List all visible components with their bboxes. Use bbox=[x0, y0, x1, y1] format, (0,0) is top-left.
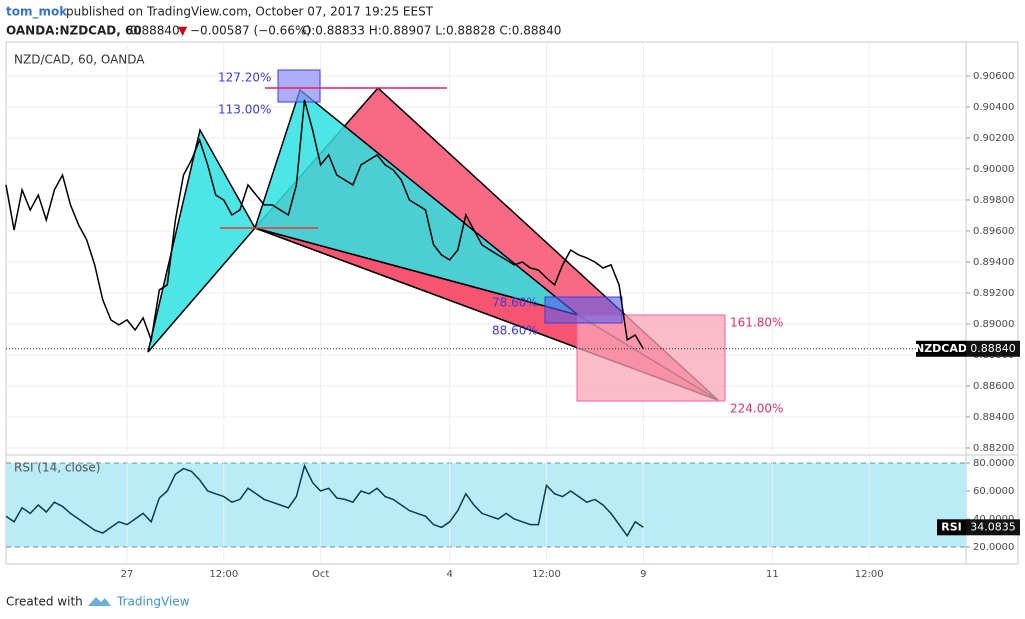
fib-label: 161.80% bbox=[730, 316, 783, 330]
fib-box bbox=[544, 296, 623, 324]
fib-label: 88.60% bbox=[492, 324, 538, 338]
last-price: 0.88840 bbox=[130, 24, 180, 38]
cyan-triangle bbox=[254, 88, 579, 316]
pane-title: NZD/CAD, 60, OANDA bbox=[14, 53, 145, 67]
name-tag bbox=[916, 340, 966, 357]
y-tick-label: 0.89000 bbox=[973, 319, 1014, 330]
fib-label: 78.60% bbox=[492, 296, 538, 310]
y-tick-label: 60.0000 bbox=[973, 486, 1014, 497]
x-tick-label: 27 bbox=[121, 569, 134, 580]
ohlc: O:0.88833 H:0.88907 L:0.88828 C:0.88840 bbox=[302, 24, 561, 38]
fib-label: 224.00% bbox=[730, 402, 783, 416]
x-tick-label: 11 bbox=[766, 569, 779, 580]
y-tick-label: 0.89400 bbox=[973, 257, 1014, 268]
fib-label: 113.00% bbox=[218, 103, 271, 117]
price-line bbox=[5, 99, 644, 350]
y-tick-label: 0.90200 bbox=[973, 133, 1014, 144]
change-arrow: ▼ bbox=[178, 24, 188, 38]
name-tag-label: NZDCAD bbox=[915, 342, 967, 355]
y-tick-label: 0.90000 bbox=[973, 164, 1014, 175]
fib-box bbox=[277, 69, 321, 103]
y-tick-label: 0.90600 bbox=[973, 71, 1014, 82]
pane-title: RSI (14, close) bbox=[14, 461, 100, 475]
x-tick-label: 12:00 bbox=[855, 569, 884, 580]
published: published on TradingView.com, October 07… bbox=[66, 5, 434, 19]
author[interactable]: tom_mok bbox=[6, 5, 68, 20]
value-tag bbox=[966, 519, 1020, 536]
y-tick-label: 20.0000 bbox=[973, 542, 1014, 553]
brand-logo bbox=[88, 597, 111, 606]
plot: 0.882000.884000.886000.888000.890000.892… bbox=[5, 71, 1020, 580]
y-tick-label: 0.88600 bbox=[973, 381, 1014, 392]
x-tick-label: 12:00 bbox=[209, 569, 238, 580]
harmonic-drawings bbox=[147, 69, 726, 402]
rsi-band bbox=[6, 463, 966, 548]
y-tick-label: 0.89800 bbox=[973, 195, 1014, 206]
x-tick-label: Oct bbox=[312, 569, 329, 580]
y-tick-label: 0.89200 bbox=[973, 288, 1014, 299]
name-tag bbox=[937, 519, 966, 536]
x-tick-label: 9 bbox=[640, 569, 646, 580]
value-tag bbox=[966, 340, 1020, 357]
y-tick-label: 0.88200 bbox=[973, 443, 1014, 454]
fib-label: 127.20% bbox=[218, 71, 271, 85]
brand[interactable]: TradingView bbox=[116, 595, 190, 609]
value-tag-label: 0.88840 bbox=[970, 342, 1016, 355]
y-tick-label: 0.89600 bbox=[973, 226, 1014, 237]
x-tick-label: 12:00 bbox=[532, 569, 561, 580]
change: −0.00587 (−0.66%) bbox=[190, 24, 311, 38]
value-tag-label: 34.0835 bbox=[970, 520, 1016, 533]
footer-text: Created with bbox=[6, 595, 83, 609]
y-tick-label: 0.88400 bbox=[973, 412, 1014, 423]
target-box bbox=[576, 314, 726, 402]
y-tick-label: 80.0000 bbox=[973, 458, 1014, 469]
y-tick-label: 0.90400 bbox=[973, 102, 1014, 113]
symbol: OANDA:NZDCAD, 60 bbox=[6, 24, 142, 38]
x-tick-label: 4 bbox=[447, 569, 453, 580]
cyan-triangle bbox=[147, 127, 256, 353]
frame bbox=[5, 41, 1019, 565]
price-line bbox=[5, 463, 644, 538]
name-tag-label: RSI bbox=[941, 520, 962, 533]
